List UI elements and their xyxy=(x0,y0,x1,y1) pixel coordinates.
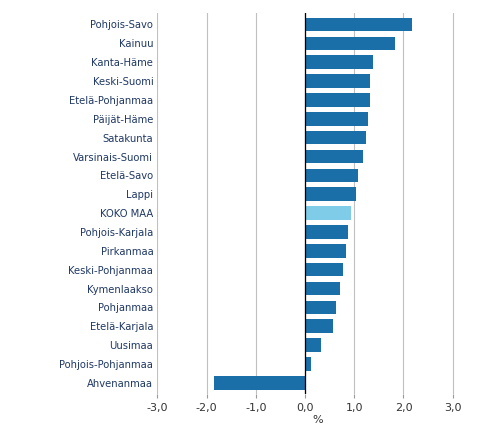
Bar xyxy=(305,300,336,314)
Bar xyxy=(305,263,343,276)
Bar xyxy=(305,244,346,258)
Bar xyxy=(305,74,370,88)
Bar xyxy=(305,93,370,107)
Bar xyxy=(305,18,412,31)
X-axis label: %: % xyxy=(312,415,323,424)
Bar xyxy=(305,131,366,145)
Bar xyxy=(305,112,368,126)
Bar xyxy=(305,282,340,295)
Bar xyxy=(305,187,356,201)
Bar xyxy=(305,319,333,333)
Bar xyxy=(305,206,351,220)
Bar xyxy=(214,376,305,390)
Bar xyxy=(305,339,321,352)
Bar xyxy=(305,169,358,182)
Bar xyxy=(305,36,395,50)
Bar xyxy=(305,150,363,163)
Bar xyxy=(305,357,311,371)
Bar xyxy=(305,225,348,239)
Bar xyxy=(305,55,373,69)
